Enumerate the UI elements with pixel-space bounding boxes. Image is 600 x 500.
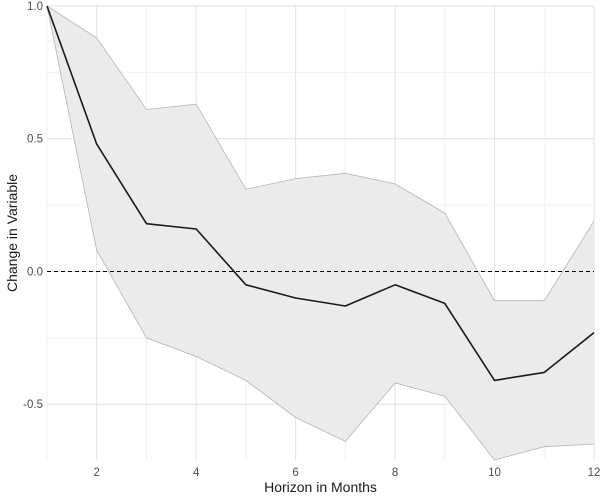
x-tick-label: 6 [292, 467, 298, 479]
x-tick-label: 4 [193, 467, 200, 479]
confidence-band-group [46, 5, 595, 461]
x-tick-label: 10 [488, 467, 501, 479]
confidence-band [47, 6, 594, 460]
series-group [46, 5, 595, 382]
x-tick-label: 8 [392, 467, 398, 479]
y-axis-label: Change in Variable [4, 174, 20, 292]
x-tick-label: 2 [94, 467, 100, 479]
y-tick-label: 1.0 [27, 1, 43, 13]
band-upper-edge [46, 5, 595, 302]
response-line [46, 5, 595, 382]
y-tick-label: 0.0 [27, 266, 43, 278]
y-tick-label: 0.5 [27, 134, 43, 146]
x-tick-label: 12 [588, 467, 600, 479]
x-tick-labels: 2 4 6 8 10 12 [94, 467, 600, 479]
x-axis-label: Horizon in Months [264, 479, 377, 495]
y-tick-label: -0.5 [23, 399, 43, 411]
y-tick-labels: -0.5 0.0 0.5 1.0 [23, 1, 43, 411]
band-lower-edge [46, 5, 595, 461]
